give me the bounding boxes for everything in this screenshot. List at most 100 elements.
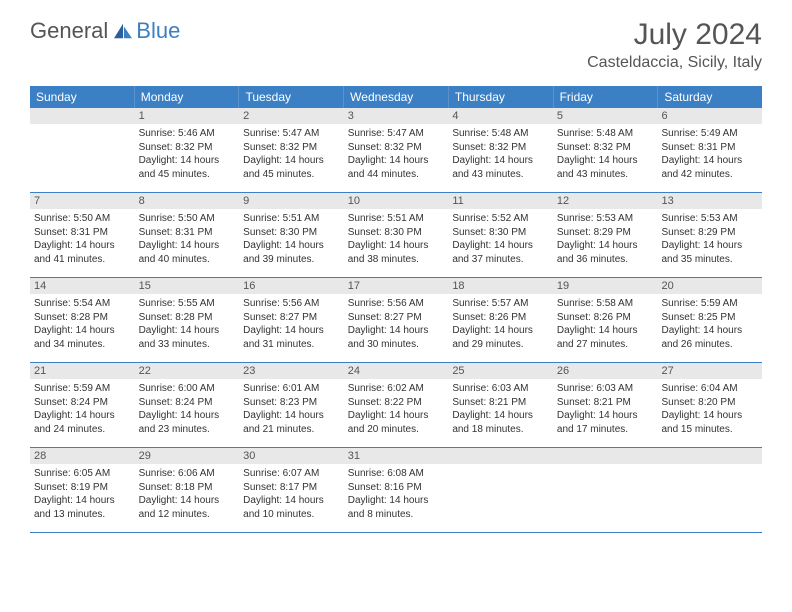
- day-cell: 28Sunrise: 6:05 AMSunset: 8:19 PMDayligh…: [30, 448, 135, 532]
- day-cell: 13Sunrise: 5:53 AMSunset: 8:29 PMDayligh…: [657, 193, 762, 277]
- day-number: 29: [135, 448, 240, 464]
- daylight-text: Daylight: 14 hours and 17 minutes.: [557, 409, 654, 436]
- day-cell: 10Sunrise: 5:51 AMSunset: 8:30 PMDayligh…: [344, 193, 449, 277]
- sunrise-text: Sunrise: 5:53 AM: [661, 212, 758, 226]
- sunrise-text: Sunrise: 5:47 AM: [243, 127, 340, 141]
- day-cell: [657, 448, 762, 532]
- sunrise-text: Sunrise: 5:47 AM: [348, 127, 445, 141]
- sunset-text: Sunset: 8:31 PM: [661, 141, 758, 155]
- day-body: Sunrise: 6:07 AMSunset: 8:17 PMDaylight:…: [239, 464, 344, 524]
- day-cell: 12Sunrise: 5:53 AMSunset: 8:29 PMDayligh…: [553, 193, 658, 277]
- day-body: Sunrise: 5:54 AMSunset: 8:28 PMDaylight:…: [30, 294, 135, 354]
- day-number: 19: [553, 278, 658, 294]
- sunrise-text: Sunrise: 5:50 AM: [139, 212, 236, 226]
- day-body: Sunrise: 6:01 AMSunset: 8:23 PMDaylight:…: [239, 379, 344, 439]
- day-number: 23: [239, 363, 344, 379]
- day-number: [553, 448, 658, 464]
- day-cell: [30, 108, 135, 192]
- day-cell: 23Sunrise: 6:01 AMSunset: 8:23 PMDayligh…: [239, 363, 344, 447]
- day-cell: 17Sunrise: 5:56 AMSunset: 8:27 PMDayligh…: [344, 278, 449, 362]
- week-row: 28Sunrise: 6:05 AMSunset: 8:19 PMDayligh…: [30, 448, 762, 533]
- day-number: [448, 448, 553, 464]
- day-number: 30: [239, 448, 344, 464]
- daylight-text: Daylight: 14 hours and 26 minutes.: [661, 324, 758, 351]
- sunset-text: Sunset: 8:30 PM: [452, 226, 549, 240]
- daylight-text: Daylight: 14 hours and 36 minutes.: [557, 239, 654, 266]
- sunset-text: Sunset: 8:31 PM: [139, 226, 236, 240]
- day-cell: 18Sunrise: 5:57 AMSunset: 8:26 PMDayligh…: [448, 278, 553, 362]
- dow-header: Monday: [135, 86, 240, 108]
- daylight-text: Daylight: 14 hours and 23 minutes.: [139, 409, 236, 436]
- sunrise-text: Sunrise: 5:56 AM: [348, 297, 445, 311]
- day-number: 11: [448, 193, 553, 209]
- day-number: 10: [344, 193, 449, 209]
- day-cell: 15Sunrise: 5:55 AMSunset: 8:28 PMDayligh…: [135, 278, 240, 362]
- day-cell: 9Sunrise: 5:51 AMSunset: 8:30 PMDaylight…: [239, 193, 344, 277]
- day-body: Sunrise: 5:55 AMSunset: 8:28 PMDaylight:…: [135, 294, 240, 354]
- day-cell: 3Sunrise: 5:47 AMSunset: 8:32 PMDaylight…: [344, 108, 449, 192]
- day-body: Sunrise: 5:48 AMSunset: 8:32 PMDaylight:…: [553, 124, 658, 184]
- day-body: Sunrise: 6:03 AMSunset: 8:21 PMDaylight:…: [448, 379, 553, 439]
- day-body: Sunrise: 6:06 AMSunset: 8:18 PMDaylight:…: [135, 464, 240, 524]
- day-cell: 20Sunrise: 5:59 AMSunset: 8:25 PMDayligh…: [657, 278, 762, 362]
- week-row: 1Sunrise: 5:46 AMSunset: 8:32 PMDaylight…: [30, 108, 762, 193]
- sunset-text: Sunset: 8:21 PM: [557, 396, 654, 410]
- day-number: 18: [448, 278, 553, 294]
- daylight-text: Daylight: 14 hours and 41 minutes.: [34, 239, 131, 266]
- dow-header: Friday: [554, 86, 659, 108]
- calendar: Sunday Monday Tuesday Wednesday Thursday…: [30, 86, 762, 533]
- sunset-text: Sunset: 8:21 PM: [452, 396, 549, 410]
- daylight-text: Daylight: 14 hours and 21 minutes.: [243, 409, 340, 436]
- daylight-text: Daylight: 14 hours and 13 minutes.: [34, 494, 131, 521]
- day-number: 27: [657, 363, 762, 379]
- day-number: 31: [344, 448, 449, 464]
- sunrise-text: Sunrise: 6:03 AM: [452, 382, 549, 396]
- daylight-text: Daylight: 14 hours and 45 minutes.: [139, 154, 236, 181]
- day-body: Sunrise: 5:59 AMSunset: 8:24 PMDaylight:…: [30, 379, 135, 439]
- sunset-text: Sunset: 8:26 PM: [452, 311, 549, 325]
- day-number: 5: [553, 108, 658, 124]
- daylight-text: Daylight: 14 hours and 34 minutes.: [34, 324, 131, 351]
- sunset-text: Sunset: 8:30 PM: [243, 226, 340, 240]
- day-cell: 16Sunrise: 5:56 AMSunset: 8:27 PMDayligh…: [239, 278, 344, 362]
- day-body: Sunrise: 5:49 AMSunset: 8:31 PMDaylight:…: [657, 124, 762, 184]
- daylight-text: Daylight: 14 hours and 44 minutes.: [348, 154, 445, 181]
- brand-sail-icon: [112, 22, 134, 40]
- week-row: 14Sunrise: 5:54 AMSunset: 8:28 PMDayligh…: [30, 278, 762, 363]
- day-body: Sunrise: 6:03 AMSunset: 8:21 PMDaylight:…: [553, 379, 658, 439]
- day-cell: 1Sunrise: 5:46 AMSunset: 8:32 PMDaylight…: [135, 108, 240, 192]
- sunset-text: Sunset: 8:32 PM: [139, 141, 236, 155]
- day-number: 21: [30, 363, 135, 379]
- day-number: 20: [657, 278, 762, 294]
- day-body: Sunrise: 5:52 AMSunset: 8:30 PMDaylight:…: [448, 209, 553, 269]
- sunset-text: Sunset: 8:26 PM: [557, 311, 654, 325]
- daylight-text: Daylight: 14 hours and 8 minutes.: [348, 494, 445, 521]
- header: General Blue July 2024 Casteldaccia, Sic…: [0, 0, 792, 80]
- daylight-text: Daylight: 14 hours and 42 minutes.: [661, 154, 758, 181]
- sunrise-text: Sunrise: 6:03 AM: [557, 382, 654, 396]
- day-cell: 21Sunrise: 5:59 AMSunset: 8:24 PMDayligh…: [30, 363, 135, 447]
- sunset-text: Sunset: 8:29 PM: [661, 226, 758, 240]
- day-body: Sunrise: 5:57 AMSunset: 8:26 PMDaylight:…: [448, 294, 553, 354]
- sunrise-text: Sunrise: 5:57 AM: [452, 297, 549, 311]
- sunrise-text: Sunrise: 6:01 AM: [243, 382, 340, 396]
- sunrise-text: Sunrise: 5:59 AM: [661, 297, 758, 311]
- day-body: Sunrise: 5:58 AMSunset: 8:26 PMDaylight:…: [553, 294, 658, 354]
- daylight-text: Daylight: 14 hours and 38 minutes.: [348, 239, 445, 266]
- sunset-text: Sunset: 8:17 PM: [243, 481, 340, 495]
- day-body: Sunrise: 6:02 AMSunset: 8:22 PMDaylight:…: [344, 379, 449, 439]
- sunset-text: Sunset: 8:28 PM: [139, 311, 236, 325]
- weeks-container: 1Sunrise: 5:46 AMSunset: 8:32 PMDaylight…: [30, 108, 762, 533]
- sunset-text: Sunset: 8:29 PM: [557, 226, 654, 240]
- sunrise-text: Sunrise: 6:05 AM: [34, 467, 131, 481]
- sunrise-text: Sunrise: 5:51 AM: [348, 212, 445, 226]
- day-body: Sunrise: 6:04 AMSunset: 8:20 PMDaylight:…: [657, 379, 762, 439]
- daylight-text: Daylight: 14 hours and 43 minutes.: [452, 154, 549, 181]
- day-number: 14: [30, 278, 135, 294]
- daylight-text: Daylight: 14 hours and 43 minutes.: [557, 154, 654, 181]
- day-number: 22: [135, 363, 240, 379]
- sunset-text: Sunset: 8:32 PM: [452, 141, 549, 155]
- page-title: July 2024: [587, 18, 762, 52]
- day-cell: 22Sunrise: 6:00 AMSunset: 8:24 PMDayligh…: [135, 363, 240, 447]
- day-cell: 30Sunrise: 6:07 AMSunset: 8:17 PMDayligh…: [239, 448, 344, 532]
